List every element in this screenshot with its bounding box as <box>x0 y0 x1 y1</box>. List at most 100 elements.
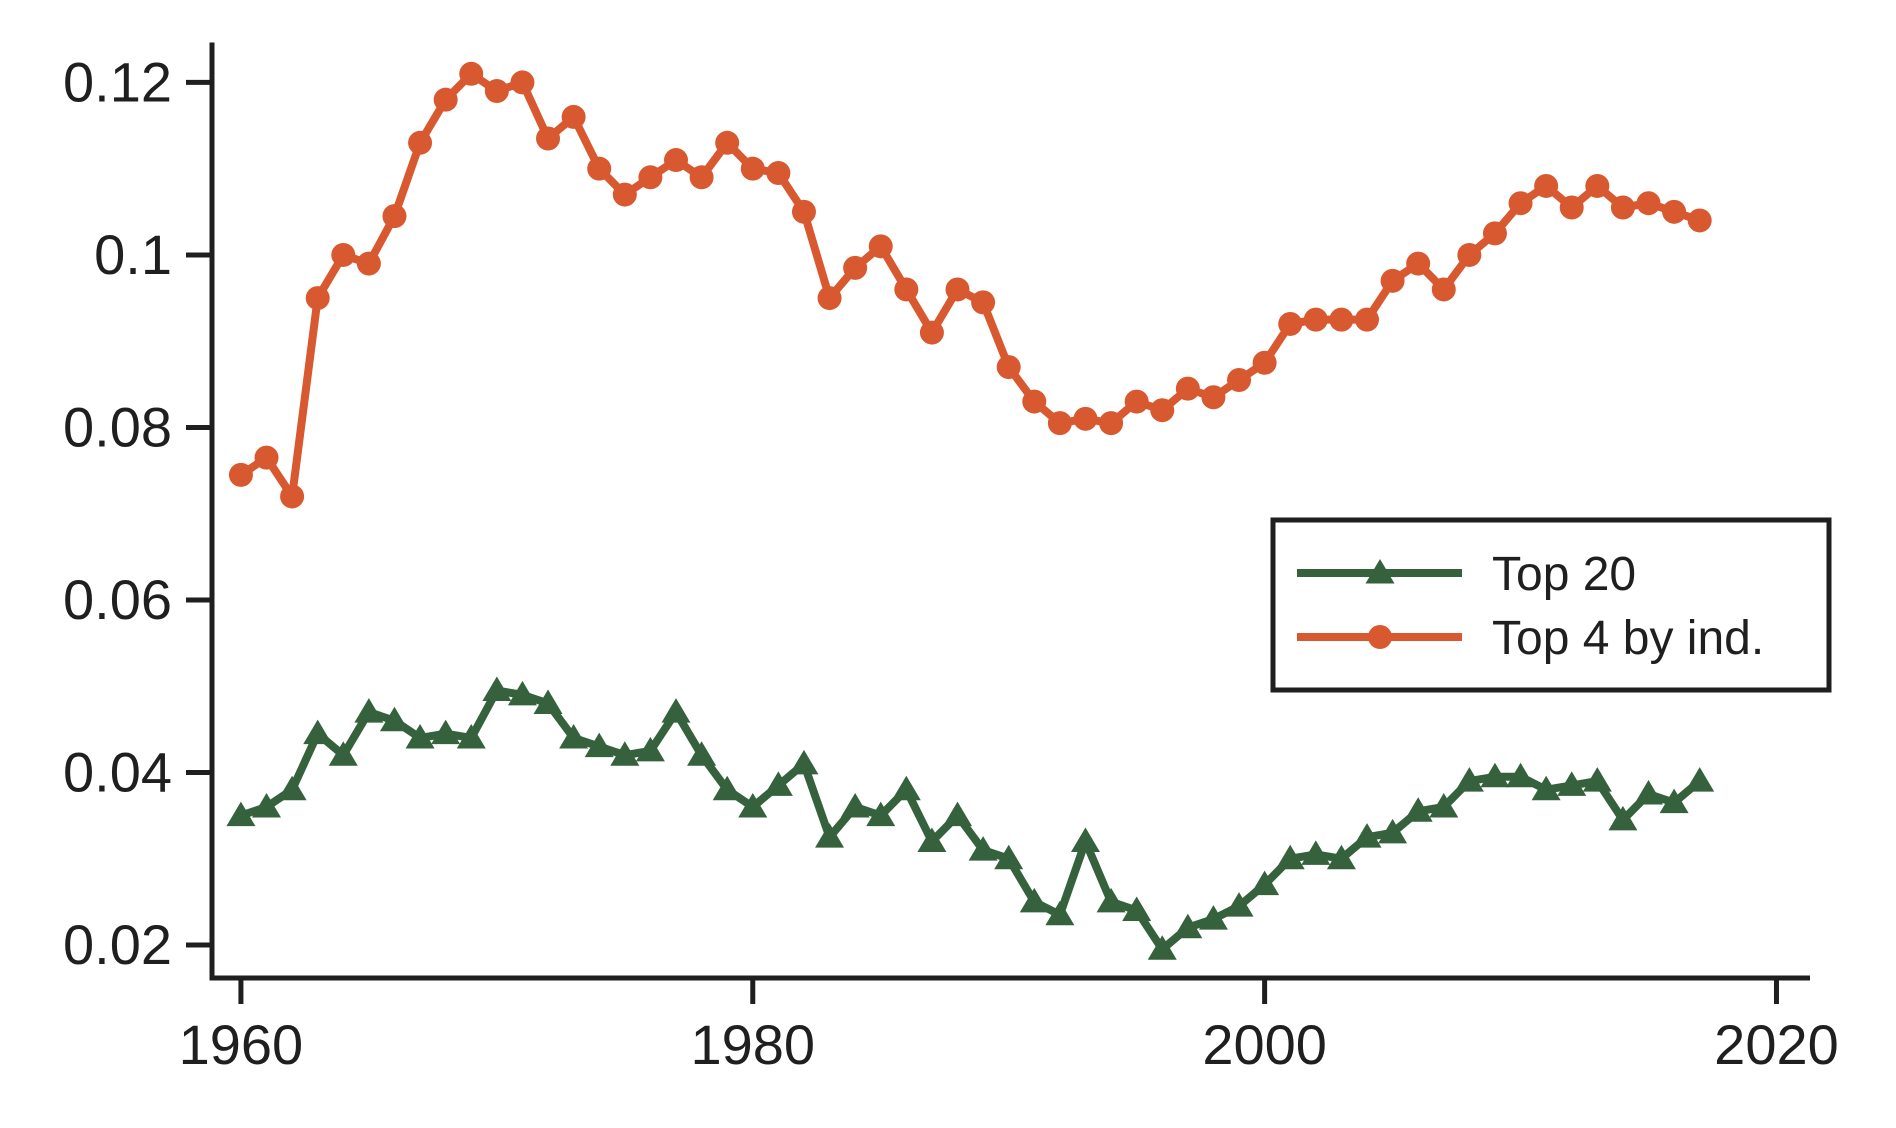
circle-marker-top-4-by-ind <box>945 277 970 302</box>
circle-marker-top-4-by-ind <box>1406 251 1431 276</box>
triangle-marker-top-20 <box>482 676 512 702</box>
circle-marker-top-4-by-ind <box>817 286 842 311</box>
circle-marker-top-4-by-ind <box>331 242 356 267</box>
circle-marker-top-4-by-ind <box>305 286 330 311</box>
circle-marker-top-4-by-ind <box>1227 368 1252 393</box>
circle-marker-top-4-by-ind <box>1687 208 1712 233</box>
triangle-marker-top-20 <box>661 698 691 723</box>
triangle-marker-top-20 <box>917 827 947 852</box>
triangle-marker-top-20 <box>1122 896 1152 921</box>
circle-marker-top-4-by-ind <box>894 277 919 302</box>
circle-marker-top-4-by-ind <box>1662 199 1687 224</box>
circle-marker-top-4-by-ind <box>663 148 688 173</box>
triangle-marker-top-20 <box>738 792 768 818</box>
series-line-top-20 <box>236 686 1704 954</box>
circle-marker-top-4-by-ind <box>1047 411 1072 436</box>
triangle-marker-top-20 <box>431 719 461 745</box>
circle-marker-top-4-by-ind <box>1380 268 1405 293</box>
circle-marker-top-4-by-ind <box>1278 311 1303 336</box>
circle-marker-top-4-by-ind <box>356 251 381 276</box>
circle-marker-top-4-by-ind <box>1482 221 1507 246</box>
circle-marker-top-4-by-ind <box>1610 195 1635 220</box>
circle-marker-top-4-by-ind <box>1073 406 1098 431</box>
triangle-marker-top-20 <box>610 741 640 766</box>
circle-marker-top-4-by-ind <box>561 104 586 129</box>
triangle-marker-top-20 <box>354 698 384 723</box>
circle-marker-top-4-by-ind <box>1431 277 1456 302</box>
triangle-marker-top-20 <box>815 823 845 848</box>
triangle-marker-top-20 <box>1352 823 1382 848</box>
x-tick-label: 2020 <box>1714 1013 1839 1076</box>
triangle-marker-top-20 <box>1147 935 1177 960</box>
circle-marker-top-4-by-ind <box>1354 307 1379 332</box>
triangle-marker-top-20 <box>1429 792 1459 818</box>
triangle-marker-top-20 <box>226 801 256 827</box>
y-tick-label: 0.06 <box>63 568 172 631</box>
circle-marker-top-4-by-ind <box>1585 173 1610 198</box>
circle-marker-top-4-by-ind <box>408 130 433 155</box>
triangle-marker-top-20 <box>584 732 614 758</box>
circle-marker-top-4-by-ind <box>1150 398 1175 423</box>
legend: Top 20 Top 4 by ind. <box>1270 517 1832 693</box>
circle-marker-top-4-by-ind <box>587 156 612 181</box>
circle-marker-top-4-by-ind <box>996 355 1021 380</box>
circle-marker-top-4-by-ind <box>382 204 407 229</box>
axes: 0.02 0.04 0.06 0.08 0.1 0.12 1960 1980 2000 2020 <box>63 42 1839 1076</box>
y-tick-label: 0.12 <box>63 50 172 113</box>
triangle-marker-top-20 <box>1198 905 1228 930</box>
triangle-marker-top-20 <box>559 723 589 749</box>
circle-marker-top-4-by-ind <box>740 156 765 181</box>
triangle-marker-top-20 <box>379 706 409 732</box>
triangle-marker-top-20 <box>712 775 742 801</box>
circle-marker-top-4-by-ind <box>1329 307 1354 332</box>
triangle-marker-top-20 <box>456 723 486 749</box>
triangle-marker-top-20 <box>635 736 665 762</box>
circle-marker-top-4-by-ind <box>1457 242 1482 267</box>
triangle-marker-top-20 <box>1454 767 1484 792</box>
circle-marker-top-4-by-ind <box>280 484 305 509</box>
circle-marker-top-4-by-ind <box>1252 350 1277 375</box>
triangle-marker-top-20 <box>328 741 358 766</box>
circle-marker-top-4-by-ind <box>1099 411 1124 436</box>
y-tick-label: 0.02 <box>63 913 172 976</box>
circle-marker-top-4-by-ind <box>919 320 944 345</box>
triangle-marker-top-20 <box>1480 762 1510 788</box>
triangle-marker-top-20 <box>789 749 819 775</box>
data-series <box>226 61 1715 960</box>
circle-marker-top-4-by-ind <box>689 165 714 190</box>
circle-marker-top-4-by-ind <box>843 255 868 280</box>
triangle-marker-top-20 <box>1019 887 1049 913</box>
legend-triangle-marker-top-20 <box>1365 559 1395 584</box>
triangle-marker-top-20 <box>1659 788 1689 814</box>
circle-marker-top-4-by-ind <box>1508 191 1533 216</box>
triangle-marker-top-20 <box>1224 892 1254 917</box>
triangle-marker-top-20 <box>1096 887 1126 913</box>
circle-marker-top-4-by-ind <box>433 87 458 112</box>
circle-marker-top-4-by-ind <box>971 290 996 315</box>
x-tick-label: 1980 <box>690 1013 815 1076</box>
circle-marker-top-4-by-ind <box>254 445 279 470</box>
circle-marker-top-4-by-ind <box>1175 376 1200 401</box>
circle-marker-top-4-by-ind <box>1303 307 1328 332</box>
series-top-4-by-ind <box>228 61 1712 509</box>
legend-label-top-4-by-ind: Top 4 by ind. <box>1492 612 1764 665</box>
triangle-marker-top-20 <box>687 741 717 766</box>
triangle-marker-top-20 <box>1634 780 1664 805</box>
triangle-marker-top-20 <box>1531 775 1561 801</box>
triangle-marker-top-20 <box>1378 818 1408 844</box>
triangle-marker-top-20 <box>1326 844 1356 870</box>
circle-marker-top-4-by-ind <box>638 165 663 190</box>
triangle-marker-top-20 <box>303 719 333 745</box>
circle-marker-top-4-by-ind <box>868 234 893 259</box>
y-tick-label: 0.08 <box>63 395 172 458</box>
y-tick-label: 0.1 <box>94 223 172 286</box>
triangle-marker-top-20 <box>1045 900 1075 926</box>
triangle-marker-top-20 <box>1173 913 1203 939</box>
circle-marker-top-4-by-ind <box>1534 173 1559 198</box>
triangle-marker-top-20 <box>277 775 307 801</box>
triangle-marker-top-20 <box>1557 771 1587 796</box>
triangle-marker-top-20 <box>840 792 870 818</box>
triangle-marker-top-20 <box>1506 762 1536 788</box>
triangle-marker-top-20 <box>1301 840 1331 865</box>
